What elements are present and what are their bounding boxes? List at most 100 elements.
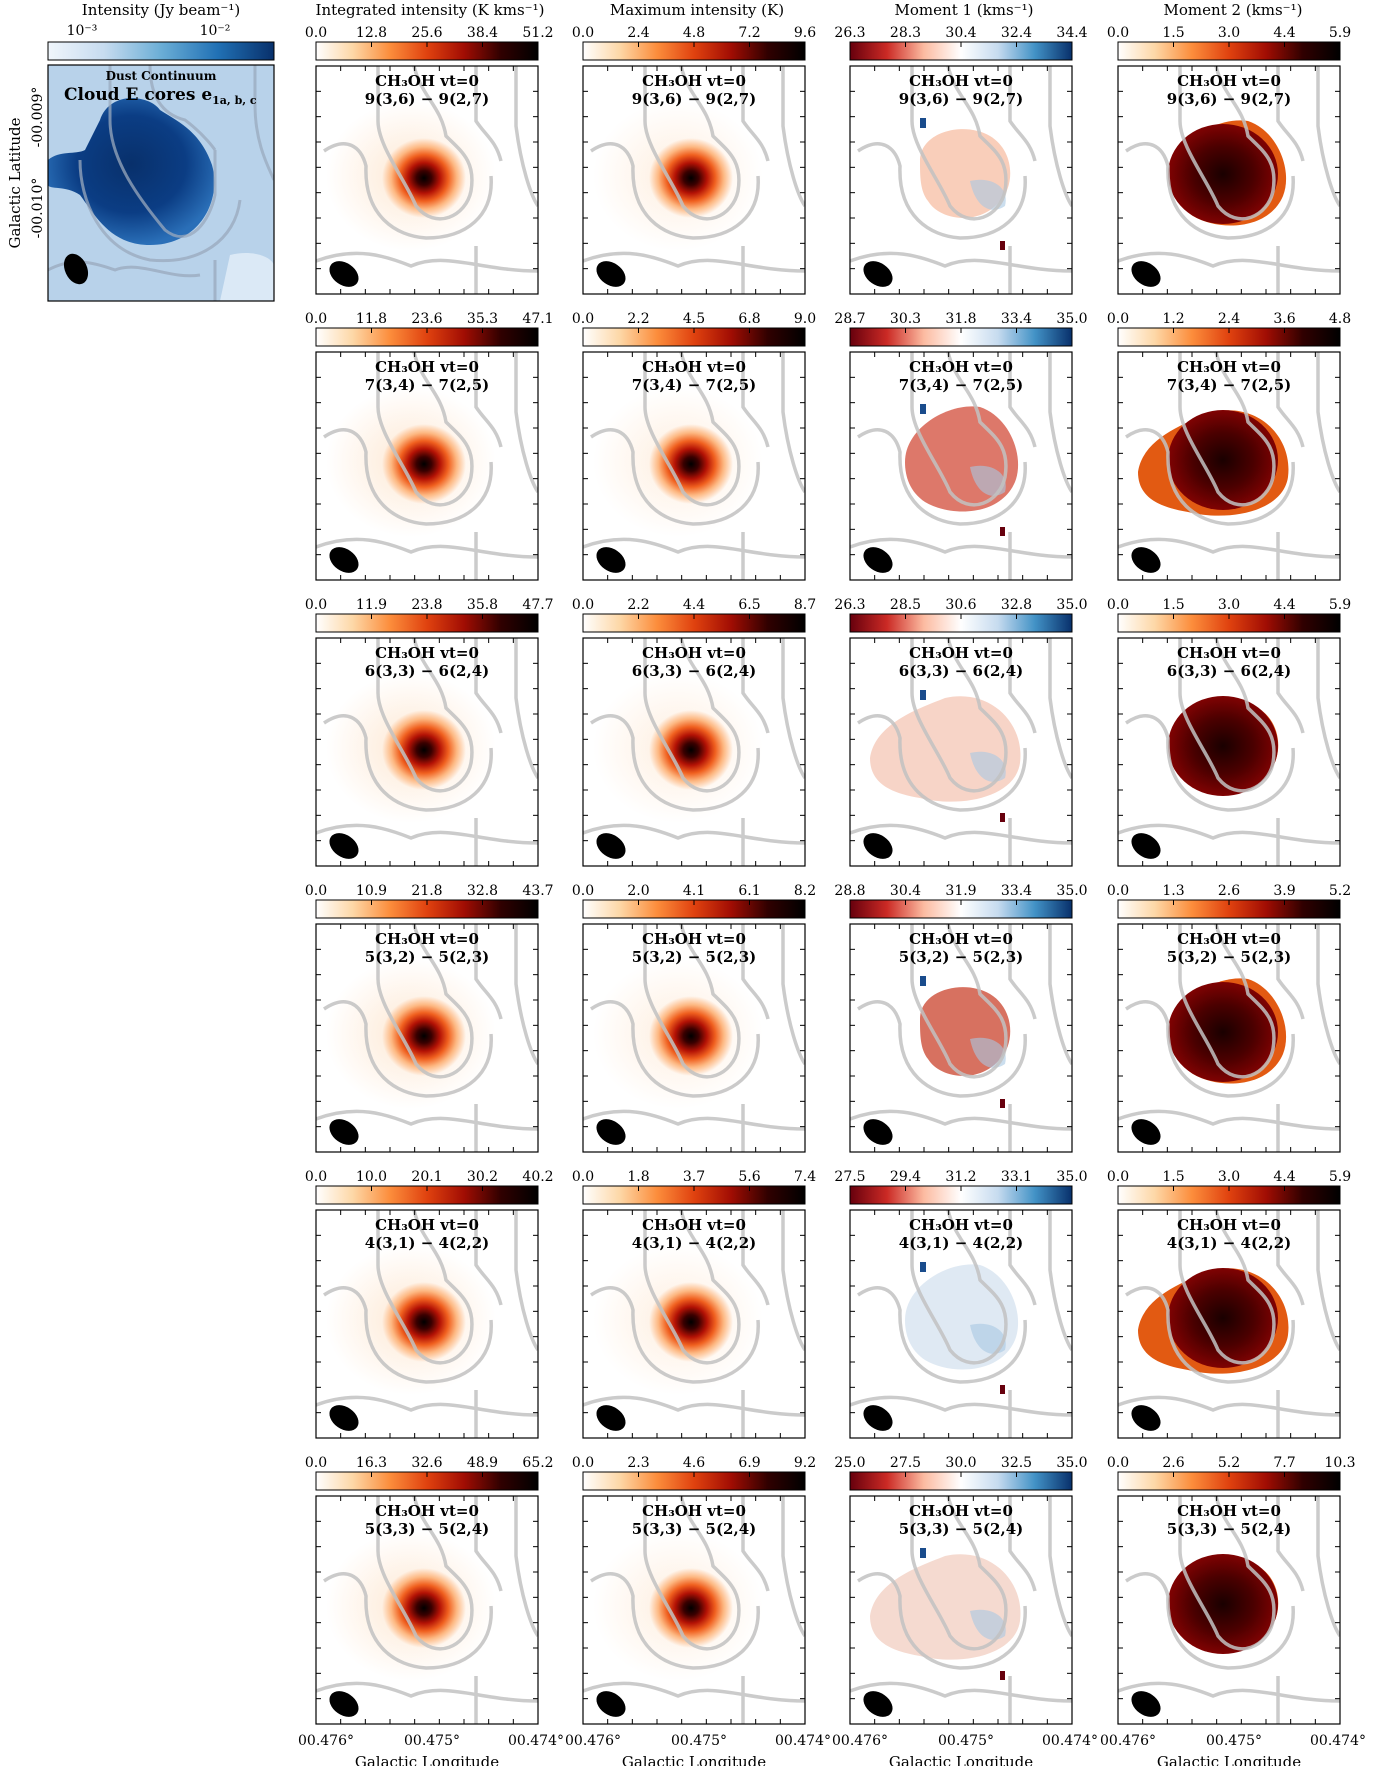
- beam-ellipse: [596, 1405, 626, 1431]
- map-panel: 0.0 2.0 4.1 6.1 8.2 CH₃OH vt=05(3,2) − 5(2,3): [572, 883, 816, 1153]
- emission-core: [382, 138, 466, 218]
- colorbar-tick-label: 0.0: [572, 25, 594, 41]
- x-axis: 00.476° 00.475° 00.474°Galactic Longitude0…: [298, 1733, 1366, 1766]
- colorbar-tick-label: 11.9: [356, 597, 387, 613]
- x-tick-label: 00.476°: [565, 1733, 621, 1749]
- colorbar-tick-label: 1.3: [1162, 883, 1184, 899]
- panel-image: [1118, 638, 1340, 866]
- panel-frame: [1117, 1209, 1341, 1439]
- colorbar-tick-label: 2.6: [1162, 1455, 1184, 1471]
- species-label: CH₃OH vt=0: [642, 358, 746, 376]
- transition-label: 9(3,6) − 9(2,7): [899, 90, 1023, 108]
- colorbar-tick-label: 3.7: [683, 1169, 705, 1185]
- column-title: Moment 2 (kms⁻¹): [1164, 1, 1303, 19]
- panel-image: [583, 66, 805, 294]
- colorbar-tick-label: 28.7: [834, 311, 865, 327]
- outlier-pixel: [920, 1262, 926, 1272]
- outlier-pixel: [920, 404, 926, 414]
- species-label: CH₃OH vt=0: [375, 930, 479, 948]
- outlier-pixel: [920, 690, 926, 700]
- species-label: CH₃OH vt=0: [909, 930, 1013, 948]
- beam-ellipse: [329, 1405, 359, 1431]
- colorbar-tick-label: 28.3: [890, 25, 921, 41]
- transition-label: 9(3,6) − 9(2,7): [632, 90, 756, 108]
- colorbar-tick-label: 32.8: [467, 883, 498, 899]
- emission-core: [382, 1568, 466, 1648]
- species-label: CH₃OH vt=0: [375, 644, 479, 662]
- dispersion-core: [1168, 1268, 1278, 1368]
- colorbar-tick-label: 0.0: [305, 1455, 327, 1471]
- map-panel: 26.3 28.3 30.4 32.4 34.4 CH₃OH vt=09(3,6) − 9…: [834, 25, 1088, 295]
- transition-label: 5(3,3) − 5(2,4): [632, 1520, 756, 1538]
- colorbar-tick-label: 26.3: [834, 597, 865, 613]
- panel-image: [850, 638, 1072, 866]
- colorbar-tick-label: 65.2: [522, 1455, 553, 1471]
- colorbar-tick-label: 4.8: [683, 25, 705, 41]
- colorbar-tick-label: 7.4: [794, 1169, 816, 1185]
- species-label: CH₃OH vt=0: [909, 1216, 1013, 1234]
- map-panel: 27.5 29.4 31.2 33.1 35.0 CH₃OH vt=04(3,1) − 4…: [834, 1169, 1088, 1439]
- transition-label: 5(3,3) − 5(2,4): [899, 1520, 1023, 1538]
- panel-image: [1118, 1496, 1340, 1724]
- colorbar-tick-label: 3.0: [1218, 597, 1240, 613]
- dispersion-core: [1168, 696, 1278, 796]
- map-panel: 28.7 30.3 31.8 33.4 35.0 CH₃OH vt=07(3,4) − 7…: [834, 311, 1088, 581]
- colorbar-tick-label: 6.1: [738, 883, 760, 899]
- dust-contours: [850, 924, 1072, 1152]
- colorbar-tick-label: 0.0: [305, 25, 327, 41]
- colorbar-tick-label: 35.8: [467, 597, 498, 613]
- colorbar-tick-label: 2.0: [627, 883, 649, 899]
- colorbar-tick-label: 0.0: [305, 597, 327, 613]
- transition-label: 6(3,3) − 6(2,4): [899, 662, 1023, 680]
- beam-ellipse: [1131, 1119, 1161, 1145]
- panel-image: [850, 66, 1072, 294]
- colorbar-tick-label: 4.1: [683, 883, 705, 899]
- colorbar-tick-label: 0.0: [1107, 883, 1129, 899]
- colorbar-tick-label: 4.4: [1273, 597, 1295, 613]
- dispersion-core: [1168, 124, 1278, 224]
- transition-label: 4(3,1) − 4(2,2): [899, 1234, 1023, 1252]
- x-axis-label: Galactic Longitude: [622, 1753, 766, 1766]
- transition-label: 5(3,2) − 5(2,3): [1167, 948, 1291, 966]
- colorbar-tick-label: 30.0: [945, 1455, 976, 1471]
- species-label: CH₃OH vt=0: [909, 644, 1013, 662]
- emission-core: [649, 1568, 733, 1648]
- colorbar-tick-label: 2.4: [627, 25, 649, 41]
- beam-ellipse: [863, 547, 893, 573]
- transition-label: 5(3,2) − 5(2,3): [632, 948, 756, 966]
- transition-label: 5(3,2) − 5(2,3): [365, 948, 489, 966]
- dispersion-core: [1168, 1554, 1278, 1654]
- colorbar-tick-label: 40.2: [522, 1169, 553, 1185]
- species-label: CH₃OH vt=0: [909, 1502, 1013, 1520]
- colorbar-tick-label: 4.4: [1273, 1169, 1295, 1185]
- colorbar-tick-label: 3.0: [1218, 1169, 1240, 1185]
- species-label: CH₃OH vt=0: [375, 72, 479, 90]
- panel-frame: [849, 637, 1073, 867]
- beam-ellipse: [596, 1119, 626, 1145]
- colorbar-tick-label: 10.9: [356, 883, 387, 899]
- velocity-field-blue: [970, 1037, 1006, 1068]
- colorbar-tick-label: 1.8: [627, 1169, 649, 1185]
- panel-image: [316, 638, 538, 866]
- beam-ellipse: [1131, 1405, 1161, 1431]
- outlier-pixel: [1000, 813, 1005, 822]
- panel-frame: [1117, 65, 1341, 295]
- beam-ellipse: [329, 261, 359, 287]
- panel-image: [316, 66, 538, 294]
- colorbar-tick-label: 35.3: [467, 311, 498, 327]
- transition-label: 5(3,2) − 5(2,3): [899, 948, 1023, 966]
- colorbar-tick-label: 12.8: [356, 25, 387, 41]
- panel-image: [1118, 1210, 1340, 1438]
- transition-label: 4(3,1) − 4(2,2): [632, 1234, 756, 1252]
- panel-image: [850, 352, 1072, 580]
- map-panel: 0.0 16.3 32.6 48.9 65.2 CH₃OH vt=05(3,3) − 5(…: [305, 1455, 554, 1725]
- dust-contours: [1118, 924, 1340, 1152]
- colorbar-tick-label: 7.2: [738, 25, 760, 41]
- outlier-pixel: [920, 976, 926, 986]
- colorbar-tick-label: 5.9: [1329, 1169, 1351, 1185]
- dust-contours: [1118, 352, 1340, 580]
- colorbar-tick-label: 34.4: [1056, 25, 1087, 41]
- colorbar-tick-label: 47.7: [522, 597, 553, 613]
- dust-contours: [850, 638, 1072, 866]
